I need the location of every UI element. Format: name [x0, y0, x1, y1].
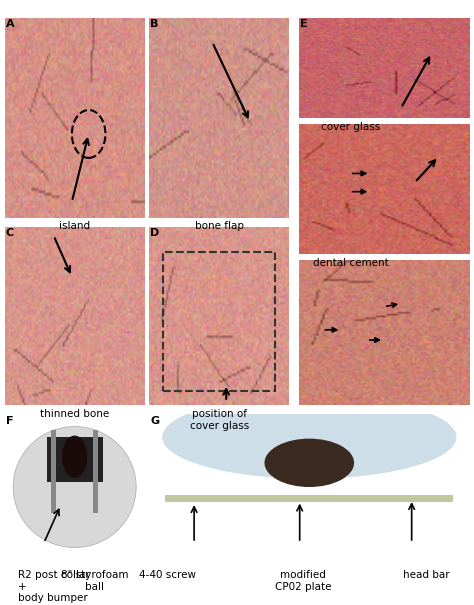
Text: island: island [59, 221, 90, 232]
Text: A: A [6, 19, 14, 30]
Text: thinned bone: thinned bone [40, 409, 109, 419]
Text: cover glass: cover glass [321, 122, 380, 132]
Text: D: D [150, 228, 160, 238]
Bar [51, 430, 56, 513]
Ellipse shape [13, 427, 136, 548]
Text: B: B [150, 19, 159, 30]
Text: head bar: head bar [403, 570, 450, 580]
Bar [165, 495, 453, 502]
Bar [93, 430, 99, 513]
Bar [163, 252, 275, 391]
Text: R2 post collar
+
body bumper: R2 post collar + body bumper [18, 570, 90, 603]
Text: bone flap: bone flap [195, 221, 244, 232]
Text: E: E [300, 19, 307, 30]
Text: 4-40 screw: 4-40 screw [139, 570, 196, 580]
Text: 8" styrofoam
ball: 8" styrofoam ball [61, 570, 128, 592]
Text: position of
cover glass: position of cover glass [190, 409, 249, 431]
Ellipse shape [62, 436, 87, 478]
Ellipse shape [162, 396, 456, 479]
Ellipse shape [264, 439, 354, 487]
Bar [46, 437, 102, 483]
Text: modified
CP02 plate: modified CP02 plate [275, 570, 332, 592]
Text: C: C [6, 228, 14, 238]
Text: G: G [150, 416, 159, 426]
Text: dental cement: dental cement [313, 258, 389, 269]
Text: F: F [6, 416, 13, 426]
